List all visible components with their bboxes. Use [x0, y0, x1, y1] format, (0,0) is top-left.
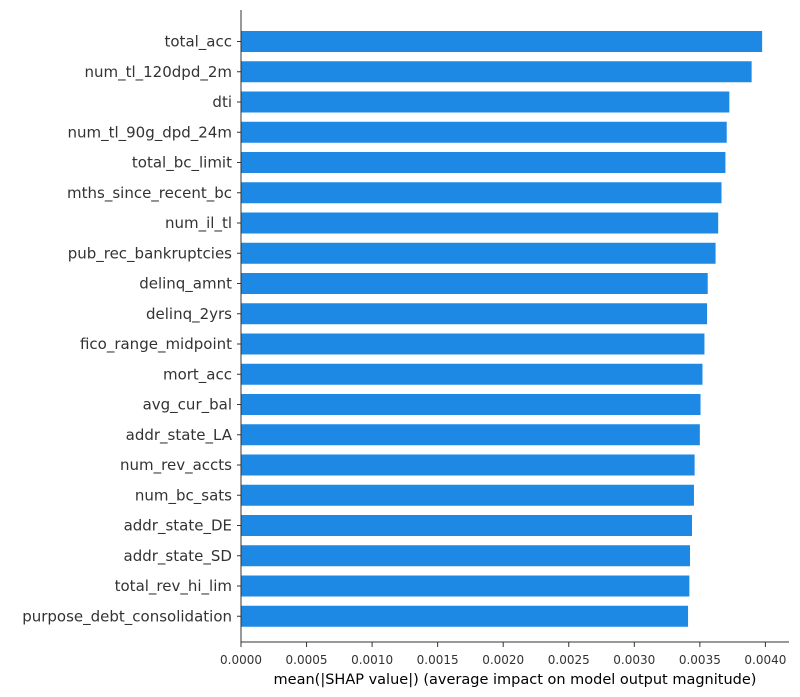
- x-tick-label: 0.0010: [351, 653, 393, 667]
- bar-delinq_2yrs: [241, 303, 708, 325]
- bar-num_rev_accts: [241, 454, 695, 476]
- x-tick-label: 0.0000: [220, 653, 262, 667]
- x-tick-label: 0.0015: [417, 653, 459, 667]
- y-label-mths_since_recent_bc: mths_since_recent_bc: [67, 184, 232, 203]
- bar-addr_state_DE: [241, 515, 692, 536]
- bar-mort_acc: [241, 363, 703, 385]
- x-tick-label: 0.0005: [286, 653, 328, 667]
- bar-dti: [241, 91, 730, 113]
- y-label-addr_state_SD: addr_state_SD: [124, 547, 232, 566]
- y-label-num_rev_accts: num_rev_accts: [120, 456, 232, 475]
- y-label-purpose_debt_consolidation: purpose_debt_consolidation: [22, 607, 232, 626]
- y-label-total_acc: total_acc: [165, 33, 233, 52]
- y-label-fico_range_midpoint: fico_range_midpoint: [80, 335, 232, 354]
- y-label-mort_acc: mort_acc: [163, 365, 232, 384]
- bar-total_bc_limit: [241, 152, 726, 173]
- bar-total_rev_hi_lim: [241, 575, 690, 597]
- bar-mths_since_recent_bc: [241, 182, 722, 204]
- bar-delinq_amnt: [241, 273, 708, 294]
- y-label-delinq_amnt: delinq_amnt: [139, 275, 232, 294]
- x-tick-label: 0.0025: [548, 653, 590, 667]
- x-ticks-group: 0.0000 0.0005 0.0010 0.0015 0.0020 0.0025 0.00…: [220, 642, 786, 667]
- bar-num_il_tl: [241, 212, 719, 234]
- bar-addr_state_SD: [241, 545, 691, 567]
- y-label-num_bc_sats: num_bc_sats: [135, 486, 232, 505]
- y-label-num_tl_90g_dpd_24m: num_tl_90g_dpd_24m: [67, 123, 232, 142]
- bar-avg_cur_bal: [241, 394, 701, 415]
- y-label-avg_cur_bal: avg_cur_bal: [143, 396, 232, 415]
- x-tick-label: 0.0040: [744, 653, 786, 667]
- y-label-pub_rec_bankruptcies: pub_rec_bankruptcies: [68, 244, 232, 263]
- x-tick-label: 0.0035: [679, 653, 721, 667]
- y-label-total_rev_hi_lim: total_rev_hi_lim: [115, 577, 232, 596]
- y-label-num_tl_120dpd_2m: num_tl_120dpd_2m: [84, 63, 232, 82]
- bar-num_tl_120dpd_2m: [241, 61, 752, 83]
- bar-pub_rec_bankruptcies: [241, 242, 716, 264]
- x-axis-label: mean(|SHAP value|) (average impact on mo…: [274, 672, 757, 688]
- bars-group: [241, 31, 763, 627]
- y-label-num_il_tl: num_il_tl: [165, 214, 232, 233]
- x-tick-label: 0.0020: [482, 653, 524, 667]
- bar-fico_range_midpoint: [241, 333, 705, 355]
- x-tick-label: 0.0030: [613, 653, 655, 667]
- y-label-addr_state_DE: addr_state_DE: [124, 517, 232, 536]
- bar-num_tl_90g_dpd_24m: [241, 121, 727, 143]
- y-label-dti: dti: [212, 93, 232, 111]
- y-label-delinq_2yrs: delinq_2yrs: [146, 305, 232, 324]
- bar-purpose_debt_consolidation: [241, 605, 689, 627]
- bar-addr_state_LA: [241, 424, 700, 446]
- bar-num_bc_sats: [241, 484, 694, 506]
- y-label-addr_state_LA: addr_state_LA: [126, 426, 233, 445]
- bar-total_acc: [241, 31, 763, 52]
- y-label-total_bc_limit: total_bc_limit: [132, 154, 232, 173]
